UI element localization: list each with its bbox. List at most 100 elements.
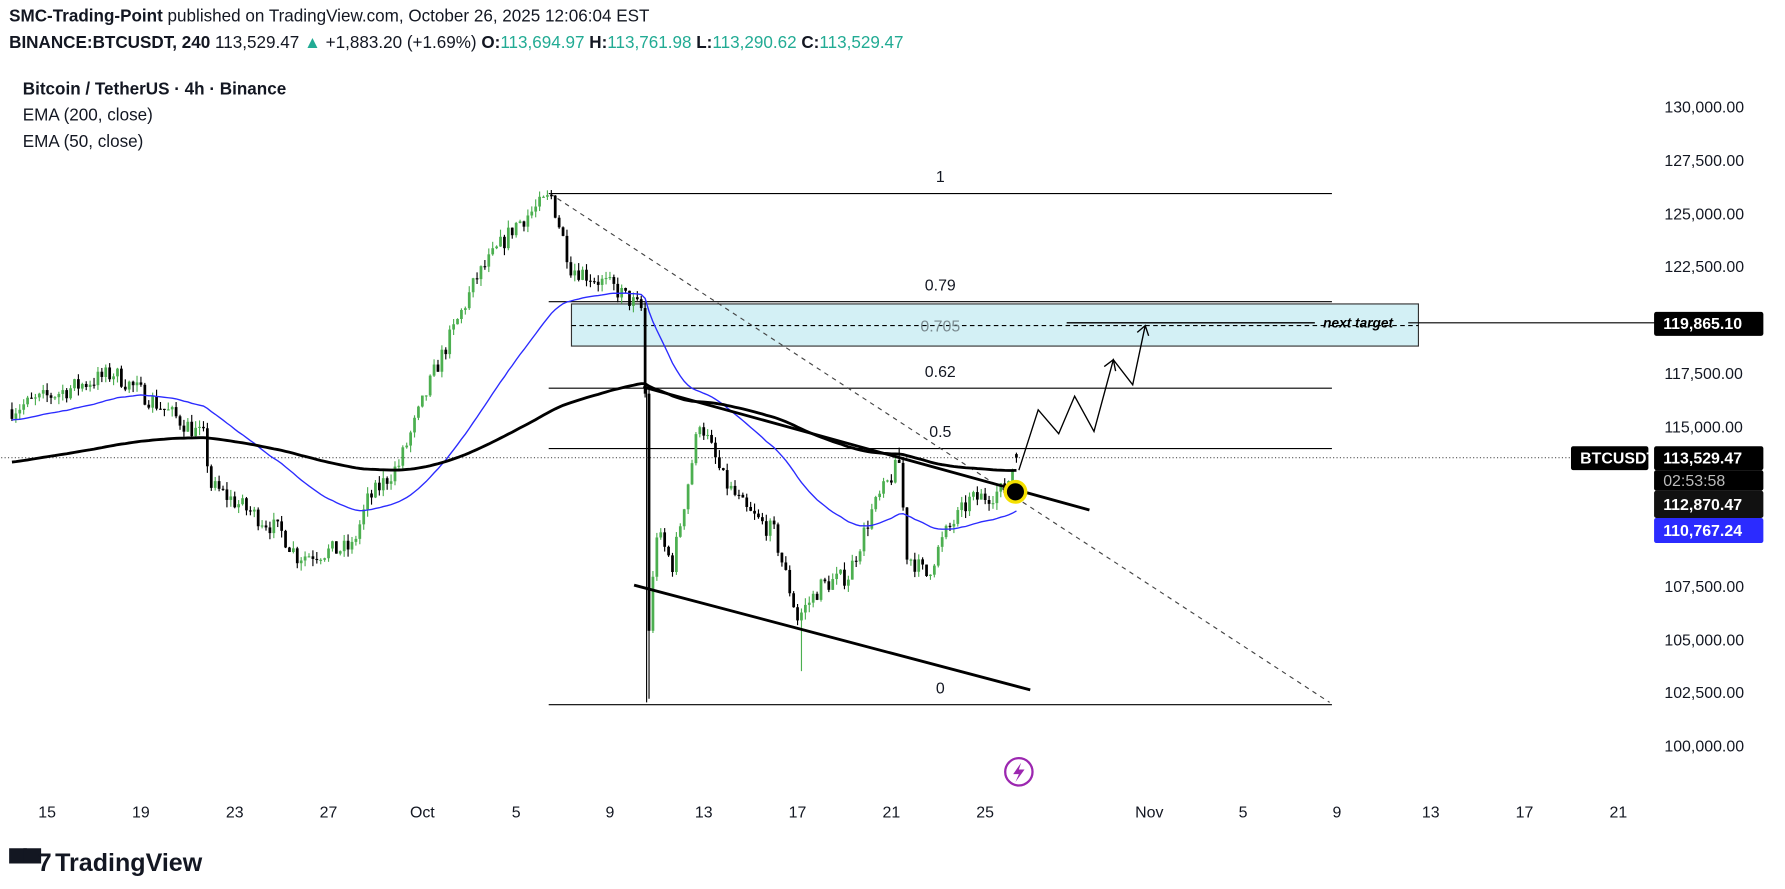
candle-body <box>424 395 428 397</box>
candle-body <box>69 388 72 399</box>
candle-body <box>170 407 174 410</box>
candle-body <box>104 367 108 377</box>
publish-info: published on TradingView.com, October 26… <box>167 6 650 27</box>
candle-body <box>471 278 475 293</box>
candle-body <box>694 434 698 464</box>
wedge-lower-trendline[interactable] <box>633 583 1031 692</box>
time-tick: 27 <box>319 802 338 821</box>
price-tick: 130,000.00 <box>1664 97 1745 117</box>
candle-body <box>807 602 811 605</box>
candle-body <box>280 521 284 531</box>
open-value: 113,694.97 <box>500 33 585 53</box>
candle-body <box>721 468 725 471</box>
fib-level-label: 0 <box>936 680 945 697</box>
candle-body <box>268 527 272 534</box>
symbol-badge: BTCUSDT <box>1570 446 1656 471</box>
symbol: BINANCE:BTCUSDT, 240 <box>9 33 211 53</box>
candle-body <box>299 560 303 564</box>
candle-body <box>159 408 162 410</box>
candle-body <box>291 548 295 552</box>
candle-body <box>678 526 682 537</box>
ema50-line[interactable] <box>11 292 1017 530</box>
candle-body <box>135 382 139 386</box>
candle-body <box>405 445 409 448</box>
up-triangle-icon: ▲ <box>303 33 321 53</box>
time-tick: 15 <box>38 802 56 821</box>
candle-body <box>518 221 522 223</box>
candle-body <box>968 496 971 512</box>
candle-body <box>1011 470 1014 482</box>
candle-body <box>96 371 100 386</box>
candle-body <box>346 540 350 550</box>
publish-line: SMC-Trading-Point published on TradingVi… <box>9 7 649 26</box>
candle-body <box>155 396 158 409</box>
time-tick: 5 <box>1238 802 1248 821</box>
price-tick: 107,500.00 <box>1664 576 1745 596</box>
candle-body <box>323 558 326 560</box>
candle-body <box>350 541 354 550</box>
candle-body <box>174 407 178 417</box>
time-tick: 17 <box>1515 802 1534 821</box>
candle-body <box>166 409 170 411</box>
candle-body <box>432 364 436 376</box>
candle-body <box>655 537 659 577</box>
candle-body <box>827 581 831 590</box>
candle-body <box>303 556 307 561</box>
candle-body <box>839 569 842 574</box>
candle-body <box>256 509 260 527</box>
candle-body <box>604 277 608 280</box>
candle-body <box>761 517 764 522</box>
candle-body <box>956 510 960 524</box>
candle-body <box>417 406 420 418</box>
time-tick: 13 <box>694 802 713 821</box>
candle-body <box>506 227 510 249</box>
tradingview-logo-icon: ▀▀7 <box>9 848 52 877</box>
candle-body <box>847 579 850 586</box>
candle-body <box>202 426 205 429</box>
tradingview-logo[interactable]: ▀▀7 TradingView <box>9 848 203 877</box>
projection-path[interactable] <box>1018 325 1146 471</box>
candle-body <box>886 480 889 482</box>
candle-body <box>639 299 643 309</box>
candle-body <box>53 397 57 399</box>
candle-body <box>327 548 330 559</box>
candle-body <box>80 383 84 389</box>
candle-body <box>358 524 362 539</box>
change: +1,883.20 (+1.69%) <box>325 33 477 53</box>
candle-body <box>768 520 772 536</box>
close-value: 113,529.47 <box>819 33 904 53</box>
candle-body <box>659 532 663 538</box>
candle-body <box>315 558 319 561</box>
candle-body <box>835 573 839 580</box>
candle-body <box>73 379 76 389</box>
candle-body <box>370 493 373 498</box>
candle-body <box>57 393 61 398</box>
candle-body <box>1015 454 1018 458</box>
candle-body <box>909 559 913 561</box>
candle-body <box>811 593 815 603</box>
candle-body <box>772 520 776 525</box>
dashed-trendline[interactable] <box>549 193 1330 703</box>
candle-body <box>651 576 655 631</box>
author[interactable]: SMC-Trading-Point <box>9 6 163 27</box>
candle-body <box>34 397 37 399</box>
candle-body <box>624 287 627 291</box>
candle-body <box>331 541 334 549</box>
candle-body <box>354 538 358 542</box>
candle-body <box>45 390 49 396</box>
legend-ema200[interactable]: EMA (200, close) <box>22 105 153 126</box>
fib-level-label: 0.62 <box>925 364 956 381</box>
ema200-line[interactable] <box>11 382 1017 472</box>
candle-body <box>444 349 448 355</box>
price-tick: 122,500.00 <box>1664 257 1745 276</box>
candle-body <box>573 270 577 276</box>
candle-body <box>862 527 866 552</box>
candle-body <box>600 278 604 285</box>
candle-body <box>127 381 131 390</box>
candle-body <box>858 551 862 562</box>
legend-ema50[interactable]: EMA (50, close) <box>22 132 144 152</box>
open-label: O: <box>481 33 501 53</box>
close-label: C: <box>801 33 820 53</box>
ema200-badge: 112,870.47 <box>1654 490 1764 518</box>
